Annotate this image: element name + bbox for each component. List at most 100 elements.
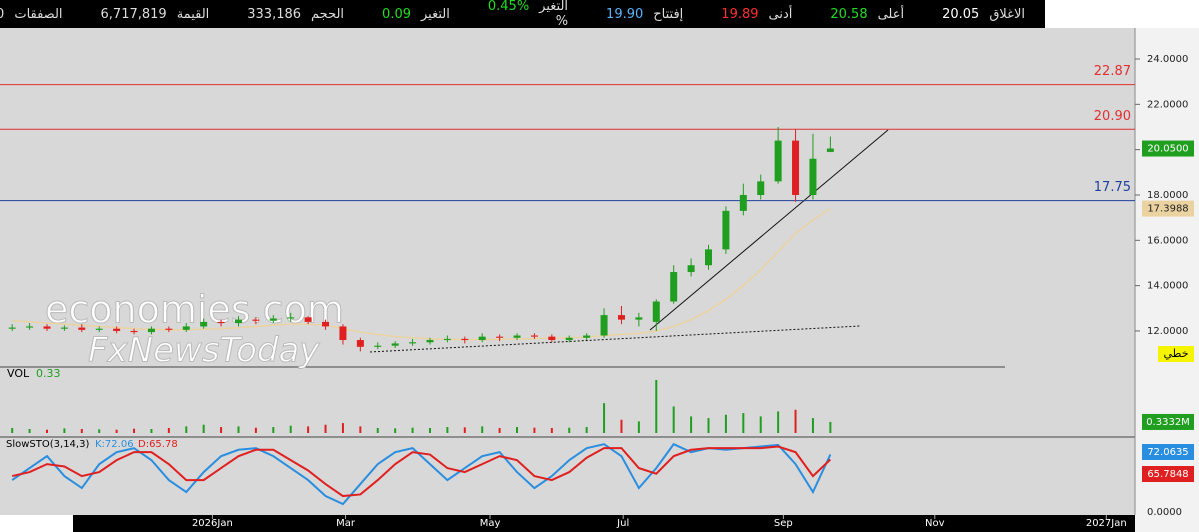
watermark-text: FxNewsToday <box>88 331 320 371</box>
candle-body <box>95 328 103 330</box>
x-tick-label: May <box>480 518 501 529</box>
volume-bar <box>167 428 170 433</box>
volume-tag-bg <box>1142 413 1194 430</box>
header-item: الصفقات 3,500 <box>0 7 63 22</box>
y-tick-label: 18.0000 <box>1147 190 1188 201</box>
stat-value: 0.09 <box>382 6 411 22</box>
x-tick-label: Sep <box>774 518 793 529</box>
candle-body <box>130 330 138 333</box>
stat-value: 333,186 <box>247 6 302 22</box>
volume-bar <box>150 429 153 433</box>
stoch-d <box>11 445 832 498</box>
candle-body <box>792 140 800 195</box>
stat-label: الاغلاق <box>989 6 1025 22</box>
candle-body <box>565 337 573 341</box>
stat-label: الحجم <box>311 6 345 22</box>
volume-bar <box>655 379 658 433</box>
stat-value: 20.05 <box>942 6 980 22</box>
header: الاغلاق 20.05 أعلى 20.58 أدنى 19.89 إفتتاح 19.9… <box>0 0 1045 29</box>
volume-bar <box>759 416 762 433</box>
candle-body <box>687 265 695 273</box>
x-axis-bg <box>73 515 1135 532</box>
candle-body <box>600 315 608 336</box>
y-tick-label: 0.0000 <box>1147 507 1182 518</box>
header-item: التغير % 0.45% <box>488 0 568 29</box>
candle-body <box>43 326 51 329</box>
candle-body <box>113 328 121 331</box>
y-tick-label: 22.0000 <box>1147 99 1188 110</box>
volume-bar <box>428 428 431 433</box>
volume-bar <box>777 411 780 433</box>
stat-value: 19.90 <box>606 6 644 22</box>
trend-line <box>369 325 861 353</box>
volume-bar <box>829 421 832 433</box>
candle-body <box>739 194 747 211</box>
header-item: القيمة 6,717,819 <box>101 7 210 22</box>
candle-body <box>356 340 364 347</box>
candle-body <box>826 148 834 152</box>
volume-bar <box>811 418 814 433</box>
candle-body <box>304 317 312 322</box>
volume-bar <box>28 429 31 433</box>
candle-body <box>26 326 34 328</box>
y-tick-label: 14.0000 <box>1147 281 1188 292</box>
stat-label: الصفقات <box>14 6 63 22</box>
candle-body <box>478 336 486 341</box>
volume-bar <box>202 424 205 433</box>
candle-body <box>530 335 538 337</box>
candle-body <box>617 315 625 320</box>
volume-title: VOL <box>7 367 30 380</box>
last-price-tag: 20.0500 <box>1147 144 1188 155</box>
volume-bar <box>220 427 223 433</box>
volume-bar <box>394 428 397 433</box>
stat-label: القيمة <box>176 6 210 22</box>
volume-bar <box>724 414 727 433</box>
ma-tag: 17.3988 <box>1147 204 1188 215</box>
volume-bar <box>707 418 710 433</box>
volume-bar <box>568 427 571 433</box>
volume-bar <box>341 423 344 433</box>
volume-bar <box>481 426 484 433</box>
volume-bar <box>794 409 797 433</box>
plot-bg <box>0 28 1135 515</box>
x-tick-label: Nov <box>925 518 945 529</box>
volume-bar <box>133 428 136 433</box>
candle-body <box>165 328 173 330</box>
d-tag-bg <box>1142 466 1194 482</box>
candle-body <box>147 328 155 333</box>
k-tag-bg <box>1142 444 1194 460</box>
level-label: 17.75 <box>1094 180 1131 195</box>
k-tag: 72.0635 <box>1147 447 1188 458</box>
stat-label: أعلى <box>877 6 905 22</box>
header-item: أعلى 20.58 <box>830 7 904 22</box>
volume-bar <box>80 429 83 433</box>
volume-bar <box>98 429 101 433</box>
volume-bar <box>307 426 310 433</box>
volume-bar <box>446 427 449 433</box>
level-label: 22.87 <box>1094 64 1131 79</box>
volume-bar <box>46 429 49 433</box>
d-tag: 65.7848 <box>1147 469 1188 480</box>
volume-bar <box>550 428 553 433</box>
ma-tag-bg <box>1142 200 1194 217</box>
candle-body <box>269 318 277 321</box>
style-button-label: خطي <box>1164 347 1189 360</box>
candle-body <box>374 345 382 347</box>
candle-body <box>60 327 68 329</box>
volume-bar <box>359 426 362 433</box>
stat-label: أدنى <box>768 6 793 22</box>
candle-body <box>322 321 330 327</box>
volume-tag: 0.3332M <box>1146 417 1190 428</box>
stat-label: إفتتاح <box>653 6 684 22</box>
style-button[interactable] <box>1158 346 1194 362</box>
candle-body <box>287 317 295 319</box>
y-tick-label: 24.0000 <box>1147 54 1188 65</box>
candle-body <box>409 342 417 344</box>
candle-body <box>461 338 469 341</box>
volume-bar <box>516 427 519 433</box>
candle-body <box>670 272 678 302</box>
stat-value: 19.89 <box>721 6 759 22</box>
x-tick-label: 2026Jan <box>192 518 233 529</box>
